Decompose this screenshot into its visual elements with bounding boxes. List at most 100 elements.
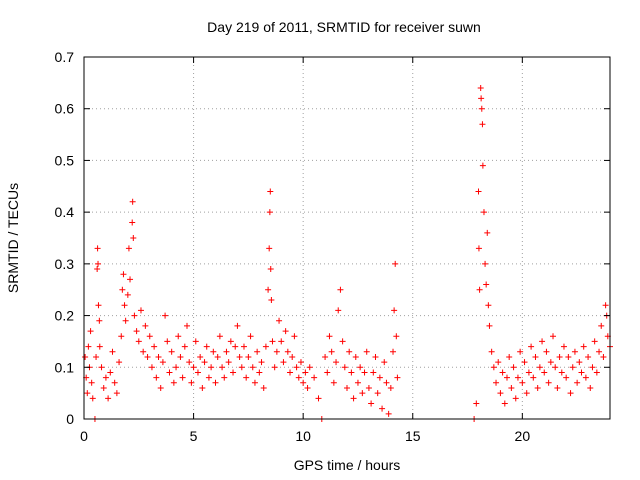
- data-point: [201, 359, 208, 366]
- data-point: [539, 338, 546, 345]
- data-point: [357, 364, 364, 371]
- data-point: [354, 379, 361, 386]
- data-point: [269, 338, 276, 345]
- data-point: [291, 333, 298, 340]
- data-point: [179, 374, 186, 381]
- data-point: [519, 379, 526, 386]
- data-point: [593, 369, 600, 376]
- data-point: [381, 359, 388, 366]
- data-point: [554, 384, 561, 391]
- data-point: [234, 322, 241, 329]
- data-point: [162, 312, 169, 319]
- data-point: [379, 405, 386, 412]
- data-point: [120, 271, 127, 278]
- data-point: [560, 343, 567, 350]
- data-point: [493, 379, 500, 386]
- data-point: [107, 369, 114, 376]
- data-point: [503, 374, 510, 381]
- data-point: [479, 121, 486, 128]
- data-points: [82, 85, 613, 422]
- data-point: [484, 229, 491, 236]
- data-point: [394, 374, 401, 381]
- data-point: [302, 369, 309, 376]
- data-point: [328, 348, 335, 355]
- data-point: [523, 390, 530, 397]
- data-point: [300, 379, 307, 386]
- data-point: [304, 384, 311, 391]
- grid-lines: [84, 57, 610, 419]
- data-point: [393, 333, 400, 340]
- data-point: [361, 369, 368, 376]
- data-point: [118, 333, 125, 340]
- data-point: [510, 364, 517, 371]
- data-point: [602, 302, 609, 309]
- data-point: [127, 276, 134, 283]
- data-point: [140, 348, 147, 355]
- data-point: [129, 198, 136, 205]
- data-point: [289, 353, 296, 360]
- data-point: [552, 364, 559, 371]
- data-point: [284, 348, 291, 355]
- data-point: [85, 343, 92, 350]
- data-point: [116, 359, 123, 366]
- data-point: [199, 384, 206, 391]
- data-point: [567, 390, 574, 397]
- data-point: [266, 245, 273, 252]
- data-point: [585, 353, 592, 360]
- data-point: [495, 359, 502, 366]
- data-point: [137, 307, 144, 314]
- data-point: [282, 328, 289, 335]
- data-point: [311, 374, 318, 381]
- data-point: [528, 343, 535, 350]
- data-point: [280, 359, 287, 366]
- data-point: [350, 395, 357, 402]
- data-point: [214, 353, 221, 360]
- data-point: [563, 374, 570, 381]
- data-point: [352, 353, 359, 360]
- data-point: [587, 384, 594, 391]
- data-point: [359, 390, 366, 397]
- data-point: [175, 333, 182, 340]
- data-point: [475, 245, 482, 252]
- data-point: [385, 410, 392, 417]
- data-point: [197, 353, 204, 360]
- data-point: [173, 364, 180, 371]
- data-point: [512, 395, 519, 402]
- data-point: [374, 390, 381, 397]
- data-point: [278, 338, 285, 345]
- data-point: [391, 307, 398, 314]
- data-point: [262, 343, 269, 350]
- data-point: [556, 353, 563, 360]
- data-point: [266, 209, 273, 216]
- data-point: [478, 95, 485, 102]
- data-point: [501, 400, 508, 407]
- data-point: [102, 374, 109, 381]
- data-point: [219, 364, 226, 371]
- data-point: [534, 384, 541, 391]
- data-point: [192, 338, 199, 345]
- data-point: [144, 353, 151, 360]
- data-point: [166, 369, 173, 376]
- y-tick-label: 0.5: [55, 152, 75, 168]
- data-point: [82, 353, 89, 360]
- data-point: [324, 369, 331, 376]
- data-point: [194, 369, 201, 376]
- data-point: [256, 369, 263, 376]
- data-point: [598, 322, 605, 329]
- data-point: [335, 307, 342, 314]
- data-point: [536, 364, 543, 371]
- y-tick-label: 0.2: [55, 308, 75, 324]
- data-point: [596, 348, 603, 355]
- data-point: [221, 374, 228, 381]
- y-tick-label: 0: [66, 411, 74, 427]
- data-point: [181, 343, 188, 350]
- data-point: [580, 343, 587, 350]
- data-point: [142, 322, 149, 329]
- data-point: [293, 364, 300, 371]
- data-point: [363, 348, 370, 355]
- data-point: [254, 348, 261, 355]
- data-point: [89, 395, 96, 402]
- data-point: [483, 281, 490, 288]
- data-point: [164, 338, 171, 345]
